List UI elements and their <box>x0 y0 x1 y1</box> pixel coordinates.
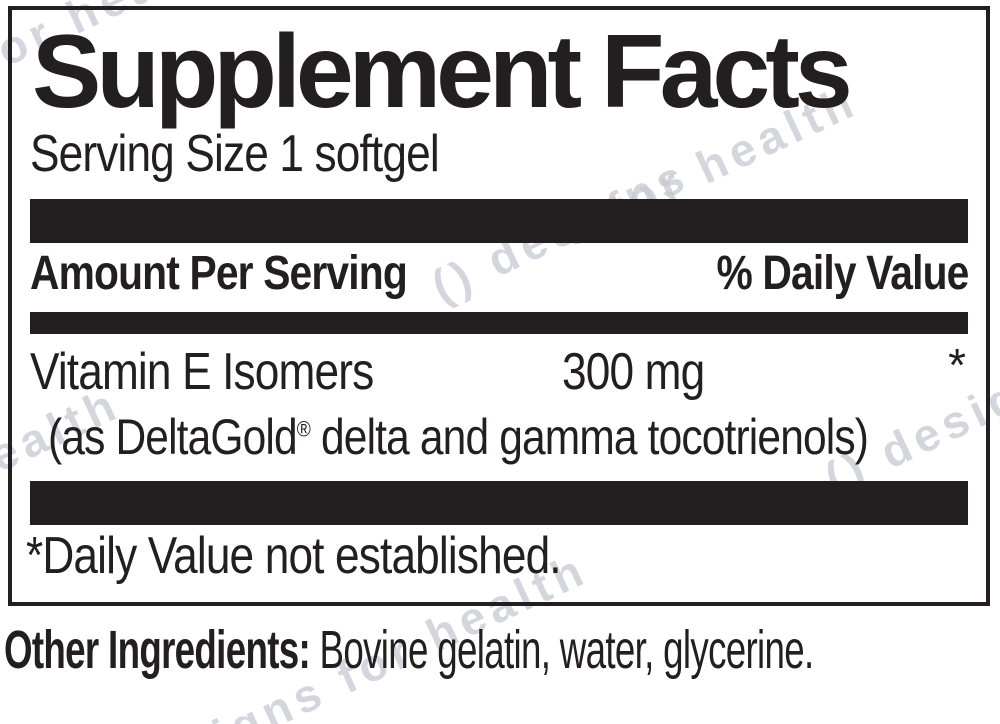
other-ingredients-value: Bovine gelatin, water, glycerine. <box>310 620 815 680</box>
nutrient-amount: 300 mg <box>562 343 705 401</box>
nutrient-daily-value-asterisk: * <box>948 339 966 391</box>
serving-size-text: Serving Size 1 softgel <box>30 125 440 183</box>
divider-bar-medium <box>30 312 968 334</box>
detail-suffix: delta and gamma tocotrienols) <box>310 409 869 465</box>
supplement-facts-panel: Supplement Facts Serving Size 1 softgel … <box>8 6 990 606</box>
daily-value-footnote: *Daily Value not established. <box>26 527 562 585</box>
registered-trademark-symbol: ® <box>296 416 311 442</box>
other-ingredients-label: Other Ingredients: <box>4 620 311 680</box>
daily-value-header: % Daily Value <box>715 247 969 300</box>
nutrient-detail: (as DeltaGold® delta and gamma tocotrien… <box>48 409 869 465</box>
amount-per-serving-header: Amount Per Serving <box>30 247 408 300</box>
divider-bar-thick-bottom <box>30 481 968 525</box>
nutrient-name: Vitamin E Isomers <box>30 343 374 401</box>
detail-prefix: (as DeltaGold <box>48 409 298 465</box>
panel-title: Supplement Facts <box>32 14 853 130</box>
other-ingredients-line: Other Ingredients: Bovine gelatin, water… <box>4 618 814 683</box>
divider-bar-thick-top <box>30 199 968 243</box>
